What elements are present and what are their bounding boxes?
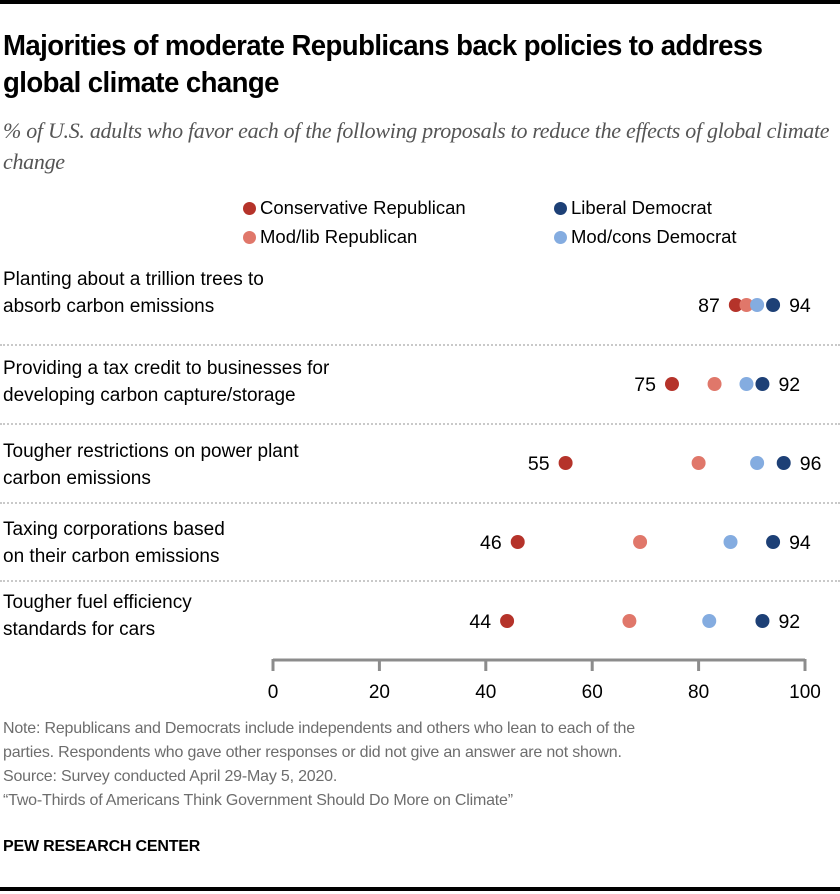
data-label-liberal-democrat: 96 bbox=[800, 453, 822, 475]
data-label-liberal-democrat: 92 bbox=[778, 611, 800, 633]
dot-liberal-democrat bbox=[766, 298, 781, 312]
dot-liberal-democrat bbox=[755, 377, 770, 391]
row-separator bbox=[0, 502, 840, 504]
x-tick-label: 100 bbox=[789, 682, 821, 703]
note-line: parties. Respondents who gave other resp… bbox=[3, 744, 622, 761]
data-label-conservative-republican: 44 bbox=[469, 611, 491, 633]
data-label-liberal-democrat: 94 bbox=[789, 295, 811, 317]
dot-mod-lib-republican bbox=[622, 614, 637, 628]
legend-label: Mod/cons Democrat bbox=[571, 226, 737, 247]
legend-label: Conservative Republican bbox=[260, 197, 466, 218]
row-separator bbox=[0, 580, 840, 582]
data-label-conservative-republican: 75 bbox=[634, 374, 656, 396]
legend-item-conservative-republican: Conservative Republican bbox=[243, 197, 466, 219]
chart-title: Majorities of moderate Republicans back … bbox=[3, 30, 763, 99]
row-separator bbox=[0, 344, 840, 346]
x-tick-label: 20 bbox=[369, 682, 390, 703]
dot-mod-lib-republican bbox=[691, 456, 706, 470]
dot-conservative-republican bbox=[510, 535, 525, 549]
category-label-line: Taxing corporations based bbox=[3, 519, 225, 540]
dot-mod-cons-democrat bbox=[750, 298, 765, 312]
category-label-line: Providing a tax credit to businesses for bbox=[3, 358, 330, 379]
report-title: “Two-Thirds of Americans Think Governmen… bbox=[3, 792, 513, 809]
dot-conservative-republican bbox=[665, 377, 679, 391]
dot-conservative-republican bbox=[558, 456, 573, 470]
category-label-line: carbon emissions bbox=[3, 468, 151, 489]
x-tick-label: 0 bbox=[268, 682, 279, 703]
category-label-fuel-efficiency: Tougher fuel efficiency standards for ca… bbox=[3, 589, 423, 643]
dot-mod-lib-republican bbox=[739, 298, 754, 312]
data-label-liberal-democrat: 92 bbox=[778, 374, 800, 396]
pew-research-center-logo: PEW RESEARCH CENTER bbox=[3, 838, 201, 855]
legend-label: Mod/lib Republican bbox=[260, 226, 418, 247]
legend-item-mod-lib-republican: Mod/lib Republican bbox=[243, 226, 417, 248]
x-tick-label: 80 bbox=[688, 682, 709, 703]
data-label-liberal-democrat: 94 bbox=[789, 532, 811, 554]
dot-mod-cons-democrat bbox=[723, 535, 738, 549]
category-label-trees: Planting about a trillion trees to absor… bbox=[3, 266, 423, 320]
category-label-line: Planting about a trillion trees to bbox=[3, 269, 264, 290]
dot-conservative-republican bbox=[500, 614, 515, 628]
data-label-conservative-republican: 87 bbox=[698, 295, 720, 317]
dot-mod-cons-democrat bbox=[702, 614, 717, 628]
legend-dot-icon bbox=[554, 201, 567, 215]
data-label-conservative-republican: 55 bbox=[528, 453, 550, 475]
legend-dot-icon bbox=[243, 230, 256, 244]
legend-dot-icon bbox=[554, 230, 567, 244]
bottom-rule bbox=[0, 887, 840, 891]
dot-mod-cons-democrat bbox=[750, 456, 765, 470]
category-label-tax-credit: Providing a tax credit to businesses for… bbox=[3, 355, 423, 409]
dot-conservative-republican bbox=[728, 298, 743, 312]
dot-mod-lib-republican bbox=[633, 535, 648, 549]
category-label-taxing-corporations: Taxing corporations based on their carbo… bbox=[3, 516, 423, 570]
note-line: Note: Republicans and Democrats include … bbox=[3, 720, 635, 737]
chart-notes: Note: Republicans and Democrats include … bbox=[3, 717, 838, 813]
dot-liberal-democrat bbox=[755, 614, 770, 628]
legend-item-liberal-democrat: Liberal Democrat bbox=[554, 197, 712, 219]
data-label-conservative-republican: 46 bbox=[480, 532, 502, 554]
legend-item-mod-cons-democrat: Mod/cons Democrat bbox=[554, 226, 737, 248]
dot-mod-cons-democrat bbox=[739, 377, 754, 391]
category-label-line: Tougher fuel efficiency bbox=[3, 592, 192, 613]
x-tick-label: 60 bbox=[582, 682, 603, 703]
dot-plot: 0 20 40 60 80 100 87 75 55 46 44 94 92 96 94 92 bbox=[268, 295, 822, 703]
chart-subtitle: % of U.S. adults who favor each of the f… bbox=[3, 118, 830, 174]
category-label-line: standards for cars bbox=[3, 619, 156, 640]
category-label-line: absorb carbon emissions bbox=[3, 296, 215, 317]
legend-dot-icon bbox=[243, 201, 256, 215]
row-separator bbox=[0, 423, 840, 425]
dot-liberal-democrat bbox=[766, 535, 781, 549]
category-label-line: Tougher restrictions on power plant bbox=[3, 441, 299, 462]
category-label-line: on their carbon emissions bbox=[3, 546, 220, 567]
category-label-power-plant: Tougher restrictions on power plant carb… bbox=[3, 438, 423, 492]
dot-mod-lib-republican bbox=[707, 377, 722, 391]
x-tick-label: 40 bbox=[475, 682, 496, 703]
dot-liberal-democrat bbox=[776, 456, 791, 470]
category-label-line: developing carbon capture/storage bbox=[3, 385, 296, 406]
source-line: Source: Survey conducted April 29-May 5,… bbox=[3, 768, 338, 785]
top-rule bbox=[0, 0, 840, 4]
legend-label: Liberal Democrat bbox=[571, 197, 712, 218]
